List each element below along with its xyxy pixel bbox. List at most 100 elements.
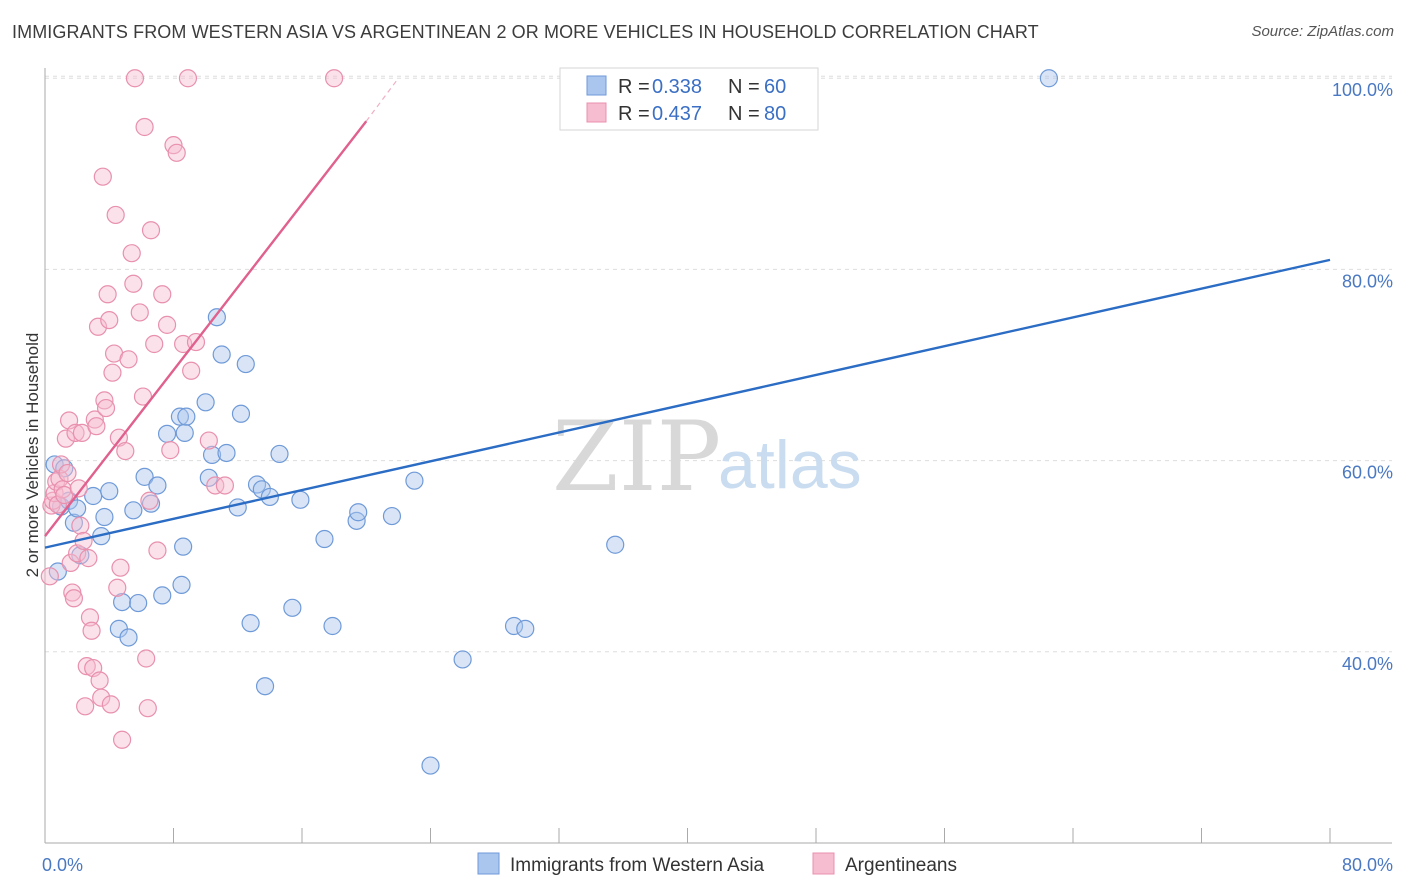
point-blue xyxy=(453,650,472,669)
point-pink xyxy=(215,476,234,495)
point-pink xyxy=(167,143,186,162)
point-blue xyxy=(175,423,194,442)
y-tick-label: 80.0% xyxy=(1342,271,1393,291)
point-blue xyxy=(177,407,196,426)
point-pink xyxy=(100,310,119,330)
point-blue xyxy=(228,498,247,517)
point-pink xyxy=(138,699,157,718)
point-pink xyxy=(206,476,225,495)
point-pink xyxy=(178,69,198,88)
watermark-atlas: atlas xyxy=(718,427,862,503)
point-pink xyxy=(108,578,127,597)
point-blue xyxy=(382,506,402,526)
y-axis-title: 2 or more Vehicles in Household xyxy=(23,333,42,578)
point-blue xyxy=(212,345,231,364)
trend-line-blue xyxy=(44,258,1331,549)
point-blue xyxy=(323,616,342,636)
point-pink xyxy=(148,541,167,560)
point-blue xyxy=(124,501,143,520)
point-pink xyxy=(325,69,344,88)
bottom-legend-label-blue: Immigrants from Western Asia xyxy=(510,855,765,876)
legend-r-value-pink: 0.437 xyxy=(652,103,702,125)
point-blue xyxy=(255,677,275,696)
bottom-legend-swatch-blue xyxy=(477,852,500,875)
point-blue xyxy=(170,407,190,426)
tick-labels: 40.0% 60.0% 80.0% 100.0% 0.0% 80.0% xyxy=(42,80,1393,875)
point-pink xyxy=(140,491,159,510)
point-blue xyxy=(135,467,154,486)
point-pink xyxy=(80,608,100,627)
point-blue xyxy=(241,614,260,633)
point-pink xyxy=(69,479,88,498)
point-blue xyxy=(217,443,236,463)
point-pink xyxy=(82,621,101,640)
source-label: Source: ZipAtlas.com xyxy=(1251,23,1394,40)
point-blue xyxy=(283,598,302,617)
point-pink xyxy=(79,549,98,568)
point-pink xyxy=(122,244,141,263)
point-pink xyxy=(56,429,75,448)
point-pink xyxy=(103,363,122,382)
scatter-points xyxy=(40,69,1059,775)
point-pink xyxy=(40,567,59,586)
point-blue xyxy=(516,619,535,638)
trend-lines xyxy=(44,77,1331,549)
legend-n-value-blue: 60 xyxy=(764,76,786,98)
y-tick-label: 40.0% xyxy=(1342,654,1393,674)
chart-title: IMMIGRANTS FROM WESTERN ASIA VS ARGENTIN… xyxy=(12,22,1039,42)
point-blue xyxy=(291,490,310,509)
point-pink xyxy=(141,221,161,240)
bottom-legend-swatch-pink xyxy=(812,852,835,875)
point-blue xyxy=(100,482,119,501)
y-tick-label: 100.0% xyxy=(1332,80,1393,100)
legend-n-label-pink: N = xyxy=(728,103,760,125)
axes xyxy=(44,68,1392,844)
point-blue xyxy=(315,529,334,549)
point-pink xyxy=(64,589,84,608)
point-blue xyxy=(196,393,215,412)
point-pink xyxy=(77,657,96,676)
point-pink xyxy=(90,671,109,690)
legend-swatch-blue xyxy=(586,75,607,96)
point-pink xyxy=(157,315,177,334)
point-pink xyxy=(93,167,112,186)
legend-r-value-blue: 0.338 xyxy=(652,76,702,98)
point-blue xyxy=(153,586,172,605)
legend-swatch-pink xyxy=(586,102,607,123)
point-pink xyxy=(145,334,164,354)
point-pink xyxy=(116,441,135,461)
point-pink xyxy=(98,285,117,304)
point-pink xyxy=(153,285,172,304)
point-pink xyxy=(124,274,143,293)
point-pink xyxy=(58,463,77,483)
point-pink xyxy=(88,317,108,336)
point-blue xyxy=(112,592,132,612)
watermark-zip: ZIP xyxy=(552,401,721,513)
point-pink xyxy=(85,410,104,429)
point-pink xyxy=(137,649,156,668)
point-pink xyxy=(101,695,120,714)
point-pink xyxy=(161,441,180,460)
point-blue xyxy=(405,471,424,490)
point-blue xyxy=(1039,69,1059,88)
point-pink xyxy=(111,558,130,577)
point-blue xyxy=(421,756,440,775)
point-blue xyxy=(606,535,625,554)
point-blue xyxy=(231,404,251,423)
trend-line-extension-pink xyxy=(365,77,399,122)
point-pink xyxy=(106,205,125,225)
point-pink xyxy=(87,417,106,436)
point-pink xyxy=(125,69,145,88)
point-blue xyxy=(270,444,289,464)
point-blue xyxy=(174,537,193,556)
stats-legend: R = 0.338 N = 60 R = 0.437 N = 80 xyxy=(559,67,819,131)
point-blue xyxy=(148,476,167,495)
point-blue xyxy=(68,499,87,518)
legend-r-label-blue: R = xyxy=(618,76,650,98)
point-pink xyxy=(135,117,154,137)
point-pink xyxy=(95,391,114,410)
legend-n-value-pink: 80 xyxy=(764,103,786,125)
point-pink xyxy=(92,688,111,707)
point-blue xyxy=(119,628,138,647)
